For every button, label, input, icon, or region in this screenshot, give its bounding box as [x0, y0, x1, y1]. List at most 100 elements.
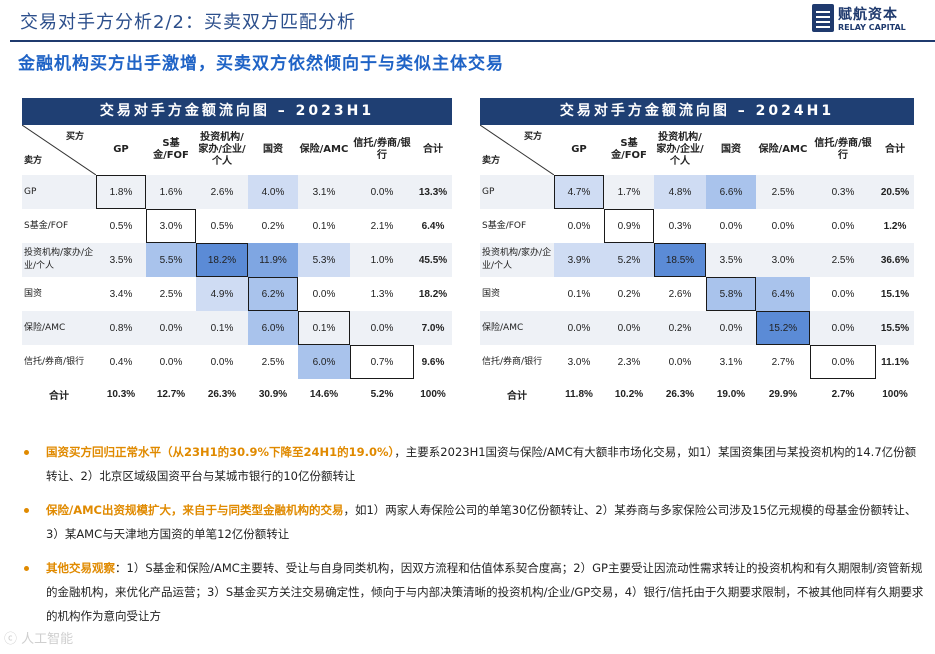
flow-matrix-2023h1: 买方 卖方 GP S基金/FOF 投资机构/家办/企业/个人 国资 保险/AMC 信托/券商/… — [22, 125, 452, 410]
column-header: GP — [571, 144, 587, 155]
matrix-cell: 0.4% — [109, 356, 133, 368]
matrix-cell: 0.1% — [196, 311, 248, 345]
row-header: 国资 — [482, 288, 501, 299]
row-header: GP — [22, 175, 96, 209]
matrix-cell: 0.0% — [567, 220, 591, 232]
matrix-cell: 0.0% — [810, 311, 876, 345]
panel-title-2024h1: 交易对手方金额流向图 – 2024H1 — [480, 98, 914, 125]
matrix-row: 国资 3.4% 2.5% 4.9% 6.2% 0.0% 1.3% 18.2% — [22, 277, 452, 311]
column-header: 保险/AMC — [758, 144, 808, 155]
observation-item: 其他交易观察：1）S基金和保险/AMC主要转、受让与自身同类机构，因双方流程和估… — [12, 556, 927, 628]
diagonal-line-icon — [480, 125, 554, 175]
matrix-row: S基金/FOF 0.0% 0.9% 0.3% 0.0% 0.0% 0.0% 1.2% — [480, 209, 914, 243]
row-header: 保险/AMC — [22, 311, 96, 345]
matrix-cell: 2.7% — [771, 356, 795, 368]
column-total-cell: 19.0% — [716, 389, 746, 400]
column-total-cell: 12.7% — [156, 389, 186, 400]
matrix-cell: 6.6% — [706, 175, 756, 209]
matrix-cell: 2.5% — [810, 243, 876, 277]
matrix-row: 信托/券商/银行 3.0% 2.3% 0.0% 3.1% 2.7% 0.0% 11.1% — [480, 345, 914, 379]
matrix-cell: 0.0% — [771, 220, 795, 232]
matrix-cell: 3.1% — [298, 175, 350, 209]
buyer-axis-label: 买方 — [65, 132, 84, 142]
header-divider — [10, 40, 935, 42]
row-total-cell: 1.2% — [883, 220, 907, 232]
column-total-cell: 29.9% — [768, 389, 798, 400]
matrix-cell: 4.0% — [248, 175, 298, 209]
matrix-cell: 2.6% — [668, 288, 692, 300]
row-header: 信托/券商/银行 — [24, 356, 85, 367]
column-header: 合计 — [423, 144, 443, 155]
observation-list: 国资买方回归正常水平（从23H1的30.9%下降至24H1的19.0%），主要系… — [12, 440, 927, 638]
matrix-cell: 4.7% — [554, 175, 604, 209]
column-total-cell: 26.3% — [207, 389, 237, 400]
slide-header: 交易对手方分析2/2：买卖双方匹配分析 赋航资本 RELAY CAPITAL — [0, 0, 935, 44]
matrix-cell: 1.6% — [146, 175, 196, 209]
matrix-cell: 0.9% — [604, 209, 654, 243]
matrix-row: 信托/券商/银行 0.4% 0.0% 0.0% 2.5% 6.0% 0.7% 9.6% — [22, 345, 452, 379]
matrix-cell: 0.0% — [210, 356, 234, 368]
bullet-dot-icon — [24, 566, 29, 571]
matrix-cell: 0.0% — [831, 220, 855, 232]
matrix-cell: 0.0% — [554, 311, 604, 345]
matrix-row: GP 1.8% 1.6% 2.6% 4.0% 3.1% 0.0% 13.3% — [22, 175, 452, 209]
column-total-cell: 100% — [882, 389, 908, 400]
row-header: S基金/FOF — [482, 220, 527, 231]
matrix-cell: 0.0% — [604, 311, 654, 345]
row-header: 投资机构/家办/企业/个人 — [22, 243, 96, 277]
matrix-cell: 18.5% — [654, 243, 706, 277]
matrix-cell: 0.0% — [831, 288, 855, 300]
matrix-cell: 5.2% — [604, 243, 654, 277]
matrix-cell: 0.0% — [350, 311, 414, 345]
row-total-cell: 18.2% — [418, 288, 448, 300]
watermark: ⓒ 人工智能 — [4, 632, 74, 647]
matrix-cell: 0.7% — [350, 345, 414, 379]
column-header: 信托/券商/银行 — [353, 138, 411, 161]
column-total-cell: 100% — [420, 389, 446, 400]
matrix-cell: 6.0% — [248, 311, 298, 345]
matrix-cell: 0.2% — [261, 220, 285, 232]
column-header: 信托/券商/银行 — [814, 138, 872, 161]
matrix-cell: 2.3% — [617, 356, 641, 368]
matrix-cell: 0.8% — [96, 311, 146, 345]
observation-text: ，如1）两家人寿保险公司的单笔30亿份额转让、2）某券商与多家保险公司涉及15亿… — [46, 503, 917, 541]
matrix-row: 保险/AMC 0.0% 0.0% 0.2% 0.0% 15.2% 0.0% 15.5% — [480, 311, 914, 345]
matrix-row: 投资机构/家办/企业/个人 3.5% 5.5% 18.2% 11.9% 5.3% 1.0% 4… — [22, 243, 452, 277]
matrix-cell: 0.0% — [719, 220, 743, 232]
column-total-cell: 5.2% — [370, 389, 394, 400]
matrix-header-row: 买方 卖方 GP S基金/FOF 投资机构/家办/企业/个人 国资 保险/AMC 信托/券商/… — [22, 125, 452, 175]
row-header: GP — [480, 175, 554, 209]
matrix-row: 国资 0.1% 0.2% 2.6% 5.8% 6.4% 0.0% 15.1% — [480, 277, 914, 311]
row-header: S基金/FOF — [24, 220, 69, 231]
matrix-cell: 0.0% — [312, 288, 336, 300]
matrix-cell: 0.0% — [159, 356, 183, 368]
matrix-corner-cell: 买方 卖方 — [22, 125, 96, 175]
matrix-cell: 15.2% — [756, 311, 810, 345]
row-total-cell: 11.1% — [881, 356, 909, 368]
matrix-cell: 4.9% — [196, 277, 248, 311]
row-header: 保险/AMC — [480, 311, 554, 345]
column-header: GP — [113, 144, 129, 155]
column-total-cell: 2.7% — [831, 389, 855, 400]
flow-matrix-2024h1: 买方 卖方 GP S基金/FOF 投资机构/家办/企业/个人 国资 保险/AMC 信托/券商/… — [480, 125, 914, 410]
logo-icon — [812, 4, 834, 32]
matrix-cell: 3.9% — [554, 243, 604, 277]
matrix-cell: 0.0% — [668, 356, 692, 368]
total-row-label: 合计 — [49, 391, 69, 402]
matrix-corner-cell: 买方 卖方 — [480, 125, 554, 175]
column-total-cell: 11.8% — [565, 389, 593, 400]
column-header: 国资 — [263, 144, 283, 155]
matrix-cell: 0.1% — [567, 288, 591, 300]
matrix-cell: 5.3% — [298, 243, 350, 277]
row-header: 信托/券商/银行 — [482, 356, 543, 367]
matrix-cell: 0.1% — [298, 311, 350, 345]
matrix-cell: 3.0% — [756, 243, 810, 277]
matrix-row: GP 4.7% 1.7% 4.8% 6.6% 2.5% 0.3% 20.5% — [480, 175, 914, 209]
row-total-cell: 9.6% — [421, 356, 445, 368]
matrix-cell: 0.2% — [654, 311, 706, 345]
matrix-cell: 1.3% — [370, 288, 394, 300]
matrix-cell: 18.2% — [196, 243, 248, 277]
diagonal-line-icon — [22, 125, 96, 175]
row-total-cell: 13.3% — [414, 175, 452, 209]
column-header: 国资 — [721, 144, 741, 155]
